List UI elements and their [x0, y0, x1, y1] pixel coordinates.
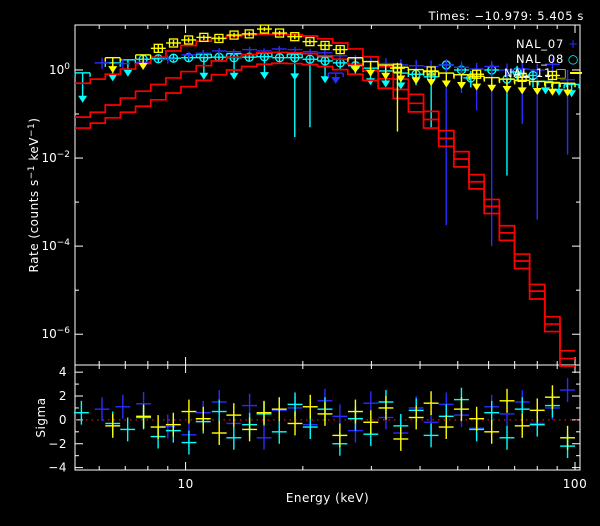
legend-row-nal07: NAL_07 + — [504, 37, 582, 52]
upper-limit-arrow — [108, 74, 118, 82]
upper-limit-arrow — [411, 77, 421, 85]
upper-limit-arrow — [320, 76, 330, 84]
square-marker-icon — [199, 32, 209, 43]
circle-marker-icon — [512, 67, 522, 77]
legend-row-nal11: NAL_11 □ — [504, 66, 583, 81]
upper-limit-arrow — [554, 88, 564, 96]
upper-limit-arrow — [259, 72, 269, 80]
x-axis-title: Energy (keV) — [286, 491, 369, 505]
upper-limit-arrow — [123, 69, 133, 77]
square-marker-icon — [229, 30, 239, 40]
square-marker-icon — [335, 44, 345, 55]
y-axis-tick-label: 10−6 — [41, 326, 70, 341]
sigma-y-axis-title: Sigma — [34, 397, 48, 437]
model-NAL_07-step-line — [75, 51, 576, 360]
sigma-series-NAL_11 — [105, 385, 576, 451]
upper-limit-arrow — [366, 78, 376, 86]
legend-label-nal11: NAL_11 — [504, 66, 553, 81]
square-marker-icon — [168, 38, 179, 48]
main-y-axis-title: Rate (counts s−1 keV−1) — [27, 118, 41, 273]
sigma-tick-label: −4 — [48, 461, 67, 475]
upper-limit-arrow — [78, 95, 88, 103]
upper-limit-arrow — [290, 73, 300, 81]
upper-limit-arrow — [456, 81, 466, 89]
model-histograms — [75, 33, 576, 367]
model-NAL_08-step-line — [75, 62, 576, 367]
legend: NAL_07 + NAL_08 ○ NAL_11 □ — [504, 37, 583, 81]
upper-limit-arrow — [331, 77, 341, 85]
legend-label-nal07: NAL_07 — [516, 37, 565, 52]
axis-titles: Rate (counts s−1 keV−1) Sigma Energy (keV) — [27, 118, 369, 505]
sigma-series-NAL_07 — [94, 378, 576, 450]
x-axis-tick-label: 100 — [563, 477, 587, 491]
x-axis-tick-label: 10 — [177, 477, 193, 491]
model-NAL_11-step-line — [75, 33, 576, 352]
upper-limit-arrow — [381, 80, 391, 88]
legend-row-nal08: NAL_08 ○ — [504, 52, 582, 67]
square-marker-icon — [320, 40, 330, 51]
upper-limit-arrow — [229, 72, 239, 80]
square-marker-icon — [547, 70, 558, 81]
upper-limit-arrow — [517, 87, 527, 95]
series-NAL_07 — [94, 46, 576, 247]
circle-marker-icon — [168, 53, 179, 63]
plot-title: Times: −10.979: 5.405 s — [428, 9, 584, 23]
sigma-tick-label: 4 — [59, 365, 67, 379]
sigma-panel-frame — [74, 364, 581, 471]
upper-limit-arrow — [547, 88, 557, 96]
square-marker-icon — [259, 24, 270, 34]
y-axis-tick-label: 10−2 — [41, 150, 70, 165]
upper-limit-arrow — [350, 66, 360, 74]
square-marker-icon — [153, 43, 163, 53]
square-marker-icon — [244, 29, 254, 39]
square-marker-icon — [214, 33, 224, 44]
upper-limit-arrow — [426, 79, 436, 87]
square-marker-icon — [305, 36, 315, 47]
upper-limit-arrow — [441, 80, 451, 88]
panel-frames — [74, 24, 581, 471]
plus-marker-icon: + — [568, 37, 579, 52]
legend-label-nal08: NAL_08 — [516, 51, 565, 66]
sigma-tick-label: 2 — [59, 389, 67, 403]
square-marker-icon — [290, 32, 300, 42]
sigma-tick-label: −2 — [48, 437, 67, 451]
upper-limit-arrow — [381, 72, 391, 80]
upper-limit-arrow — [472, 83, 482, 91]
upper-limit-arrow — [487, 84, 497, 92]
circle-marker-icon — [244, 52, 254, 62]
square-marker-icon — [183, 35, 194, 45]
sigma-tick-label: 0 — [59, 413, 67, 427]
y-axis-tick-label: 10−4 — [41, 238, 70, 253]
upper-limit-arrow — [366, 69, 376, 77]
circle-marker-icon — [305, 54, 315, 64]
circle-marker-icon — [274, 53, 285, 63]
series-NAL_11 — [104, 24, 576, 132]
upper-limit-arrow — [563, 89, 573, 97]
axis-ticks: 100 10−2 10−4 10−6 −4 −2 0 2 4 10 100 — [41, 25, 587, 491]
square-marker-icon: □ — [555, 66, 567, 81]
upper-limit-arrow — [532, 88, 542, 96]
upper-limit-arrow — [108, 66, 118, 74]
y-axis-tick-label: 100 — [49, 62, 70, 77]
legend-line-icon — [570, 72, 583, 75]
upper-limit-arrow — [541, 87, 551, 95]
upper-limit-arrow — [138, 62, 148, 70]
upper-limit-arrow — [502, 86, 512, 94]
upper-limit-arrow — [396, 75, 406, 83]
upper-limit-arrow — [396, 82, 406, 90]
upper-limit-arrow — [199, 72, 209, 80]
square-marker-icon — [274, 28, 285, 38]
circle-marker-icon: ○ — [567, 51, 579, 66]
series-NAL_08 — [74, 52, 580, 176]
